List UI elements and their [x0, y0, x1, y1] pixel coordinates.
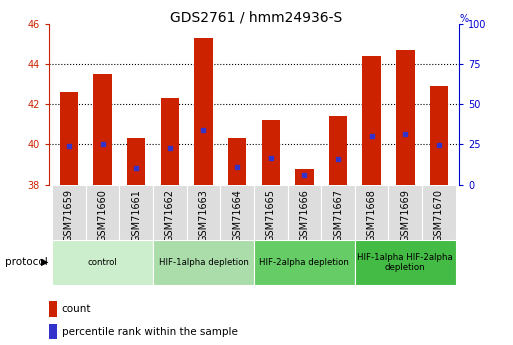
Bar: [52, 240, 153, 285]
Bar: [49, 301, 57, 317]
Bar: [49, 324, 57, 339]
Text: ▶: ▶: [41, 257, 48, 267]
Text: GDS2761 / hmm24936-S: GDS2761 / hmm24936-S: [170, 10, 343, 24]
Bar: [329, 116, 347, 185]
Text: percentile rank within the sample: percentile rank within the sample: [62, 327, 238, 337]
Bar: [153, 240, 254, 285]
Text: GSM71670: GSM71670: [434, 189, 444, 242]
Bar: [194, 38, 213, 185]
Bar: [220, 185, 254, 240]
Text: HIF-1alpha HIF-2alpha
depletion: HIF-1alpha HIF-2alpha depletion: [358, 253, 453, 272]
Bar: [161, 98, 179, 185]
Text: HIF-2alpha depletion: HIF-2alpha depletion: [260, 258, 349, 267]
Bar: [52, 185, 86, 240]
Text: GSM71662: GSM71662: [165, 189, 175, 242]
Text: protocol: protocol: [5, 257, 48, 267]
Bar: [228, 138, 246, 185]
Text: GSM71660: GSM71660: [97, 189, 108, 242]
Bar: [388, 185, 422, 240]
Bar: [321, 185, 355, 240]
Text: GSM71666: GSM71666: [300, 189, 309, 242]
Bar: [127, 138, 146, 185]
Bar: [60, 92, 78, 185]
Bar: [430, 86, 448, 185]
Text: GSM71668: GSM71668: [367, 189, 377, 242]
Bar: [93, 74, 112, 185]
Bar: [187, 185, 220, 240]
Text: %: %: [459, 14, 468, 24]
Text: GSM71663: GSM71663: [199, 189, 208, 242]
Text: GSM71665: GSM71665: [266, 189, 276, 242]
Text: GSM71661: GSM71661: [131, 189, 141, 242]
Bar: [254, 185, 288, 240]
Text: GSM71664: GSM71664: [232, 189, 242, 242]
Bar: [254, 240, 355, 285]
Text: GSM71659: GSM71659: [64, 189, 74, 242]
Bar: [153, 185, 187, 240]
Bar: [355, 240, 456, 285]
Bar: [120, 185, 153, 240]
Bar: [262, 120, 280, 185]
Text: GSM71669: GSM71669: [400, 189, 410, 242]
Bar: [396, 50, 415, 185]
Bar: [288, 185, 321, 240]
Text: HIF-1alpha depletion: HIF-1alpha depletion: [159, 258, 248, 267]
Bar: [86, 185, 120, 240]
Bar: [362, 56, 381, 185]
Text: control: control: [88, 258, 117, 267]
Bar: [422, 185, 456, 240]
Bar: [295, 169, 313, 185]
Text: count: count: [62, 304, 91, 314]
Text: GSM71667: GSM71667: [333, 189, 343, 242]
Bar: [355, 185, 388, 240]
